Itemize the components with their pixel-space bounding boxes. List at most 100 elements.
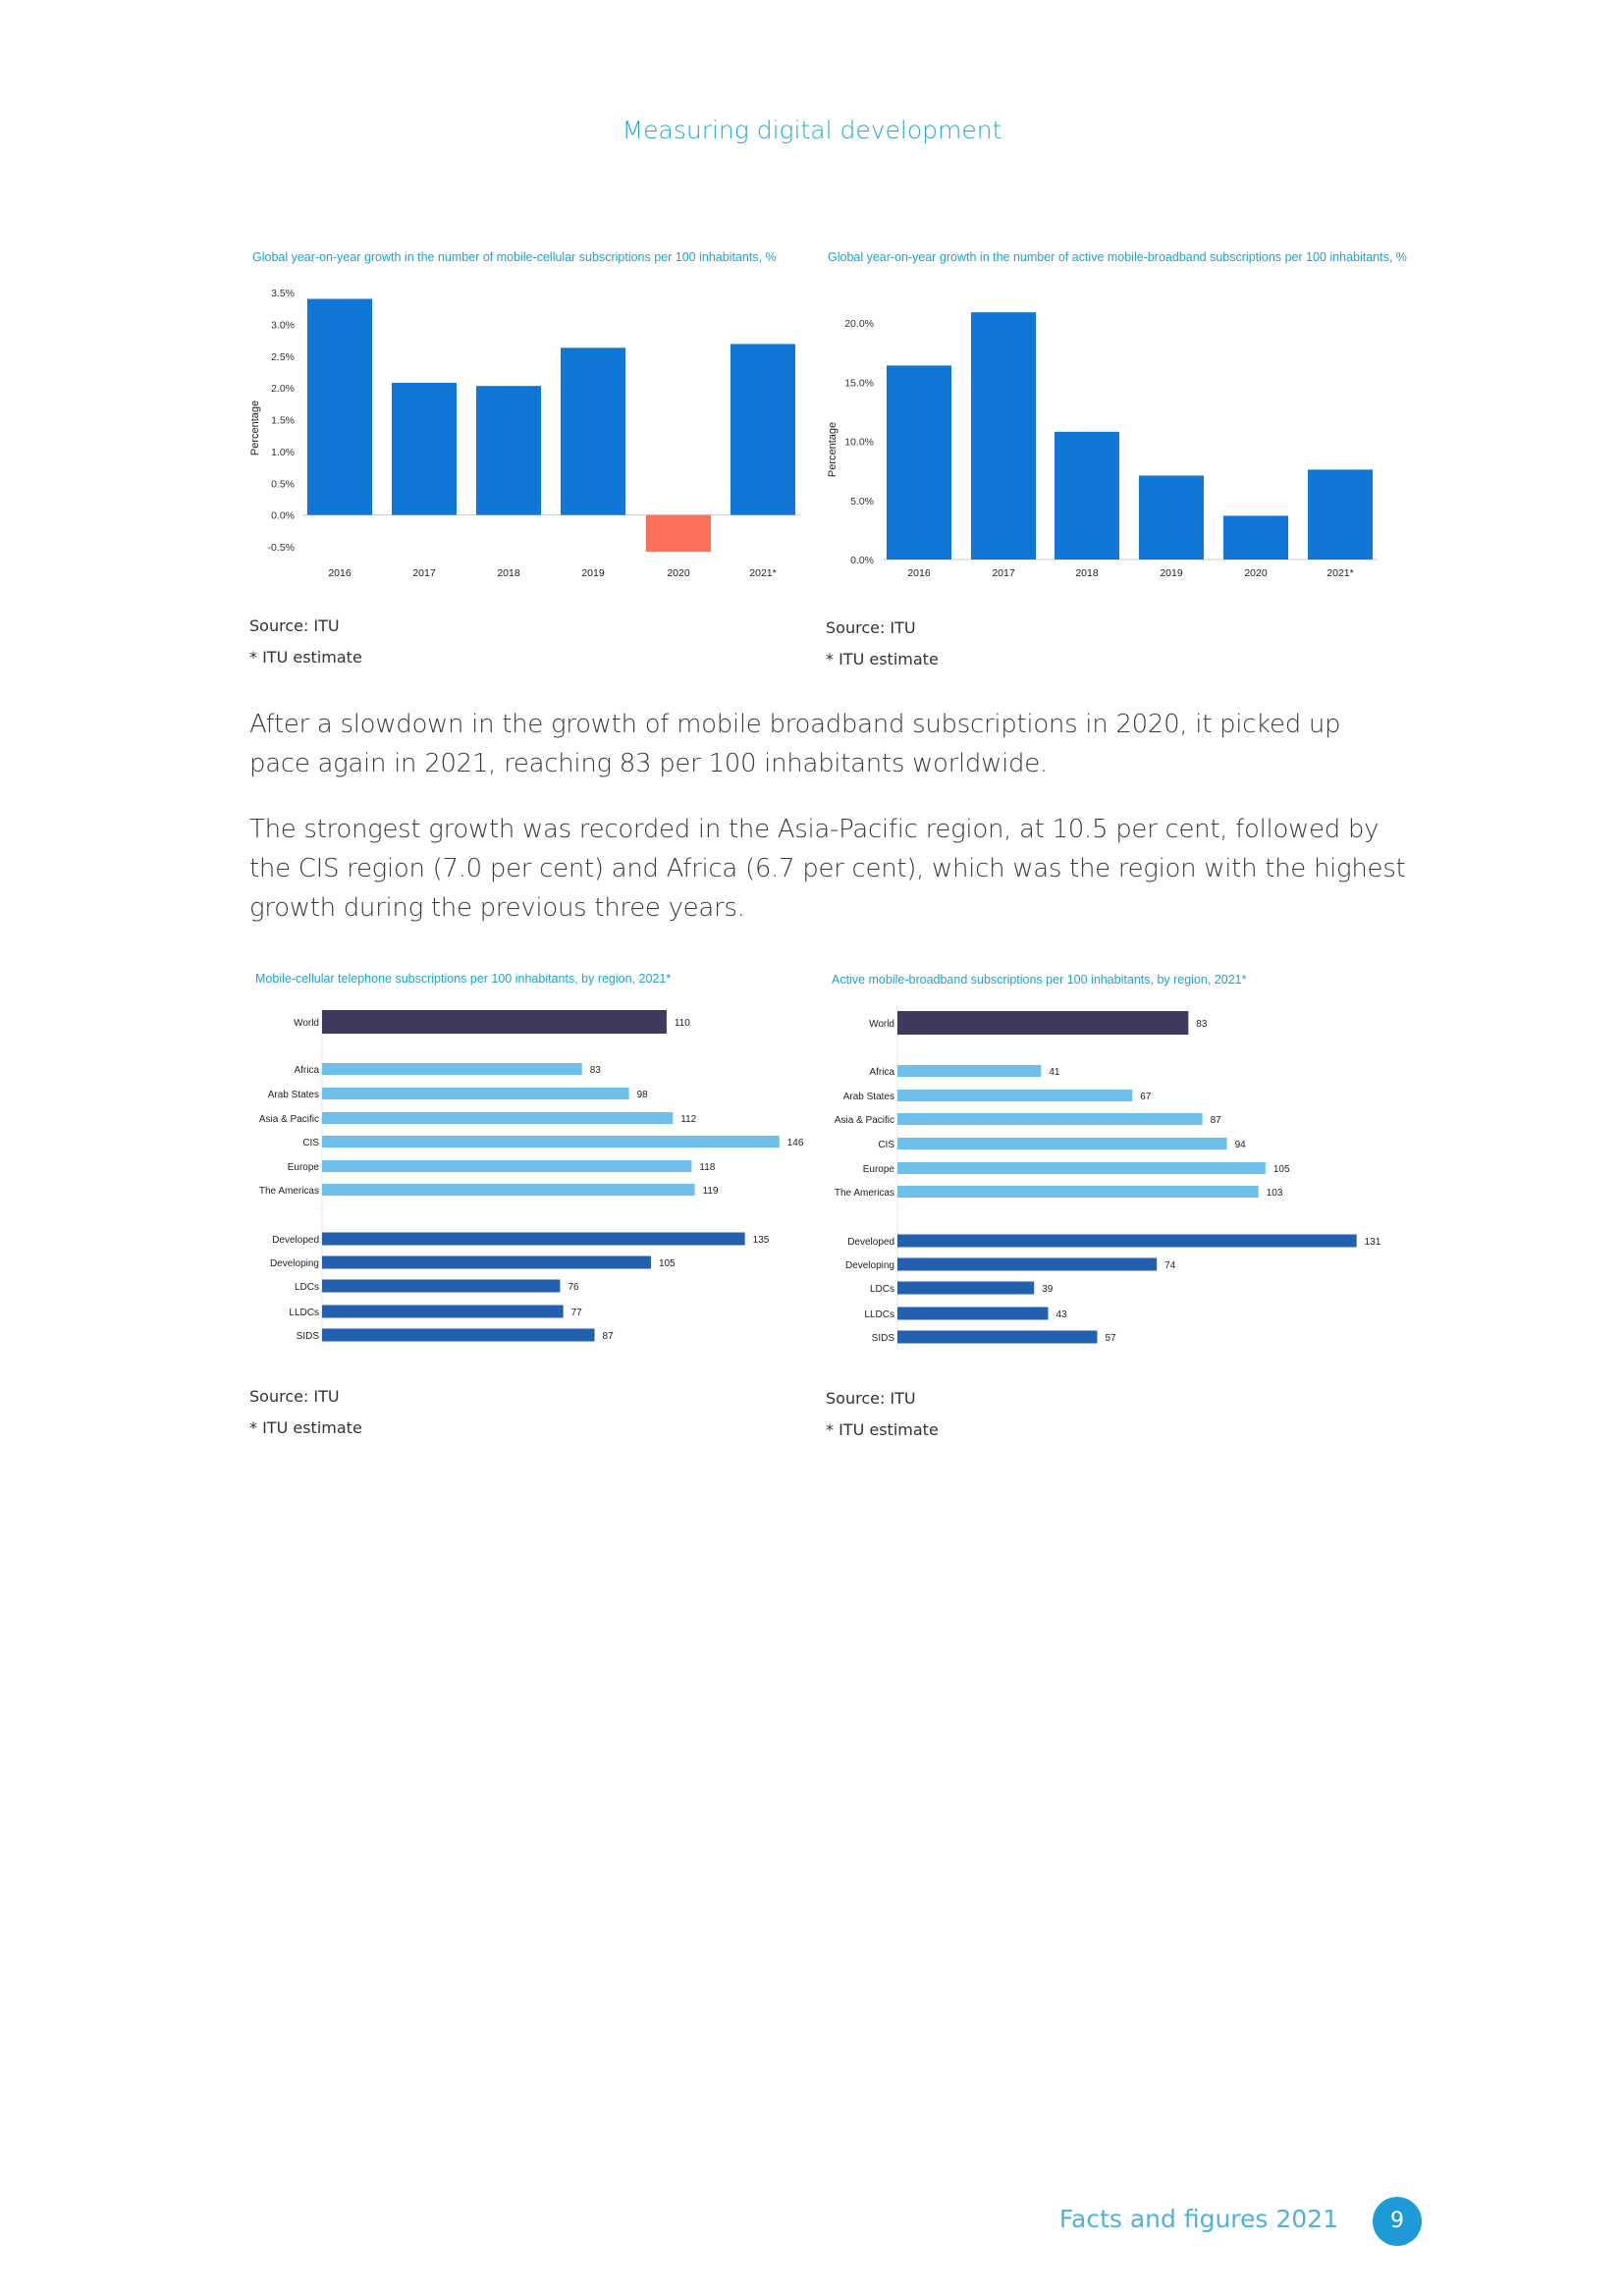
chart4-bar-asia-pacific: [897, 1113, 1203, 1125]
chart1-source: Source: ITU: [249, 616, 340, 635]
chart3-value-label: 135: [753, 1235, 770, 1246]
page-header: Measuring digital development: [622, 116, 1002, 144]
chart2-source: Source: ITU: [826, 618, 916, 637]
chart2-xtick: 2019: [1160, 567, 1183, 579]
chart1-ytick: 3.0%: [271, 319, 295, 331]
chart1-bar-2020: [646, 514, 711, 553]
chart2-ytick: 10.0%: [844, 437, 874, 449]
chart2-bar-2017: [971, 312, 1036, 560]
chart2-xtick: 2018: [1075, 567, 1099, 579]
chart1-ytick: 1.0%: [271, 447, 295, 458]
chart4-value-label: 83: [1196, 1019, 1208, 1030]
chart1-ylabel: Percentage: [249, 400, 261, 455]
chart4-source: Source: ITU: [826, 1389, 916, 1408]
chart4-value-label: 74: [1164, 1260, 1176, 1271]
chart4-value-label: 43: [1056, 1309, 1068, 1320]
chart4-bar-developed: [897, 1234, 1357, 1248]
chart1-xtick: 2021*: [749, 567, 776, 579]
chart4-value-label: 87: [1211, 1115, 1222, 1126]
chart3-bar-europe: [322, 1160, 692, 1172]
chart3-note: * ITU estimate: [249, 1418, 362, 1437]
chart3-value-label: 98: [637, 1090, 649, 1100]
chart4-value-label: 67: [1140, 1092, 1152, 1102]
chart3-category-label: The Americas: [259, 1186, 319, 1197]
chart1-xtick: 2018: [497, 567, 520, 579]
chart1-title: Global year-on-year growth in the number…: [252, 250, 777, 264]
chart3-bar-developed: [322, 1232, 745, 1246]
page-number: 9: [1373, 2197, 1422, 2246]
chart4-value-label: 57: [1105, 1333, 1116, 1344]
chart3-category-label: Developing: [270, 1258, 319, 1269]
chart1-ytick: 1.5%: [271, 415, 295, 427]
chart4-category-label: Developing: [845, 1260, 894, 1271]
chart4-value-label: 131: [1365, 1237, 1381, 1248]
chart4-value-label: 103: [1267, 1188, 1283, 1199]
chart4-category-label: LLDCs: [864, 1309, 894, 1320]
chart2-xtick: 2020: [1244, 567, 1268, 579]
chart2-bar-2021*: [1308, 469, 1373, 560]
chart1-xtick: 2019: [581, 567, 605, 579]
chart4-bar-the-americas: [897, 1186, 1259, 1198]
chart1-bar-2018: [476, 386, 541, 515]
chart3-bar-asia-pacific: [322, 1112, 674, 1124]
chart4-value-label: 41: [1049, 1067, 1060, 1078]
chart3-category-label: LLDCs: [289, 1308, 319, 1318]
chart2-ylabel: Percentage: [827, 422, 839, 477]
chart3-bar-developing: [322, 1255, 651, 1269]
chart2-bar-2020: [1223, 515, 1288, 560]
chart3-title: Mobile-cellular telephone subscriptions …: [255, 972, 671, 986]
chart3-category-label: CIS: [302, 1138, 319, 1148]
chart2-note: * ITU estimate: [826, 650, 939, 668]
chart3-bar-the-americas: [322, 1184, 695, 1196]
chart2-ytick: 15.0%: [844, 377, 874, 389]
chart4-category-label: LDCs: [870, 1284, 894, 1295]
chart1-xtick: 2016: [328, 567, 352, 579]
chart3-value-label: 110: [675, 1018, 690, 1029]
chart1-bar-2019: [561, 347, 625, 515]
chart1-xtick: 2017: [412, 567, 436, 579]
chart4-category-label: Asia & Pacific: [835, 1115, 894, 1126]
chart4-bar-developing: [897, 1257, 1158, 1271]
chart4-bar-world: [897, 1011, 1189, 1035]
chart4-category-label: Developed: [847, 1237, 894, 1248]
chart3-value-label: 112: [680, 1114, 696, 1125]
chart4-category-label: Europe: [863, 1164, 895, 1175]
chart4-bar-lldcs: [897, 1307, 1049, 1320]
chart4-bar-sids: [897, 1330, 1098, 1344]
chart3-category-label: Arab States: [268, 1090, 319, 1100]
chart2-bar-2019: [1139, 475, 1204, 560]
chart3-value-label: 87: [603, 1331, 615, 1342]
paragraph-2: The strongest growth was recorded in the…: [249, 815, 1406, 923]
chart3-value-label: 146: [787, 1138, 804, 1148]
chart3-bar-africa: [322, 1063, 582, 1075]
chart3-bar-sids: [322, 1328, 595, 1342]
chart1-ytick: -0.5%: [268, 542, 295, 554]
chart2-bar-2016: [887, 365, 951, 560]
chart4-bar-africa: [897, 1065, 1042, 1077]
chart4-category-label: The Americas: [835, 1188, 894, 1199]
chart4-category-label: Arab States: [843, 1092, 894, 1102]
paragraph-1: After a slowdown in the growth of mobile…: [249, 710, 1341, 778]
footer-title: Facts and figures 2021: [1058, 2205, 1338, 2233]
chart3-bar-world: [322, 1010, 667, 1034]
chart3-value-label: 76: [568, 1282, 579, 1293]
chart3-value-label: 105: [659, 1258, 676, 1269]
chart3-category-label: World: [294, 1018, 319, 1029]
chart4-title: Active mobile-broadband subscriptions pe…: [832, 973, 1247, 987]
chart1-note: * ITU estimate: [249, 648, 362, 667]
chart3-value-label: 83: [590, 1065, 602, 1076]
chart3-value-label: 77: [571, 1308, 583, 1318]
chart3-category-label: Africa: [294, 1065, 319, 1076]
chart3-bar-arab-states: [322, 1088, 629, 1099]
chart4-bar-europe: [897, 1162, 1266, 1174]
chart4-bar-cis: [897, 1138, 1227, 1149]
chart2-ytick: 5.0%: [850, 496, 874, 507]
chart3-category-label: SIDS: [297, 1331, 320, 1342]
chart2-title: Global year-on-year growth in the number…: [828, 250, 1407, 264]
chart1-ytick: 2.0%: [271, 383, 295, 395]
chart1-bar-2017: [392, 382, 457, 515]
chart3-bar-cis: [322, 1136, 780, 1148]
chart2-ytick: 0.0%: [850, 555, 874, 566]
chart3-bar-ldcs: [322, 1279, 561, 1293]
